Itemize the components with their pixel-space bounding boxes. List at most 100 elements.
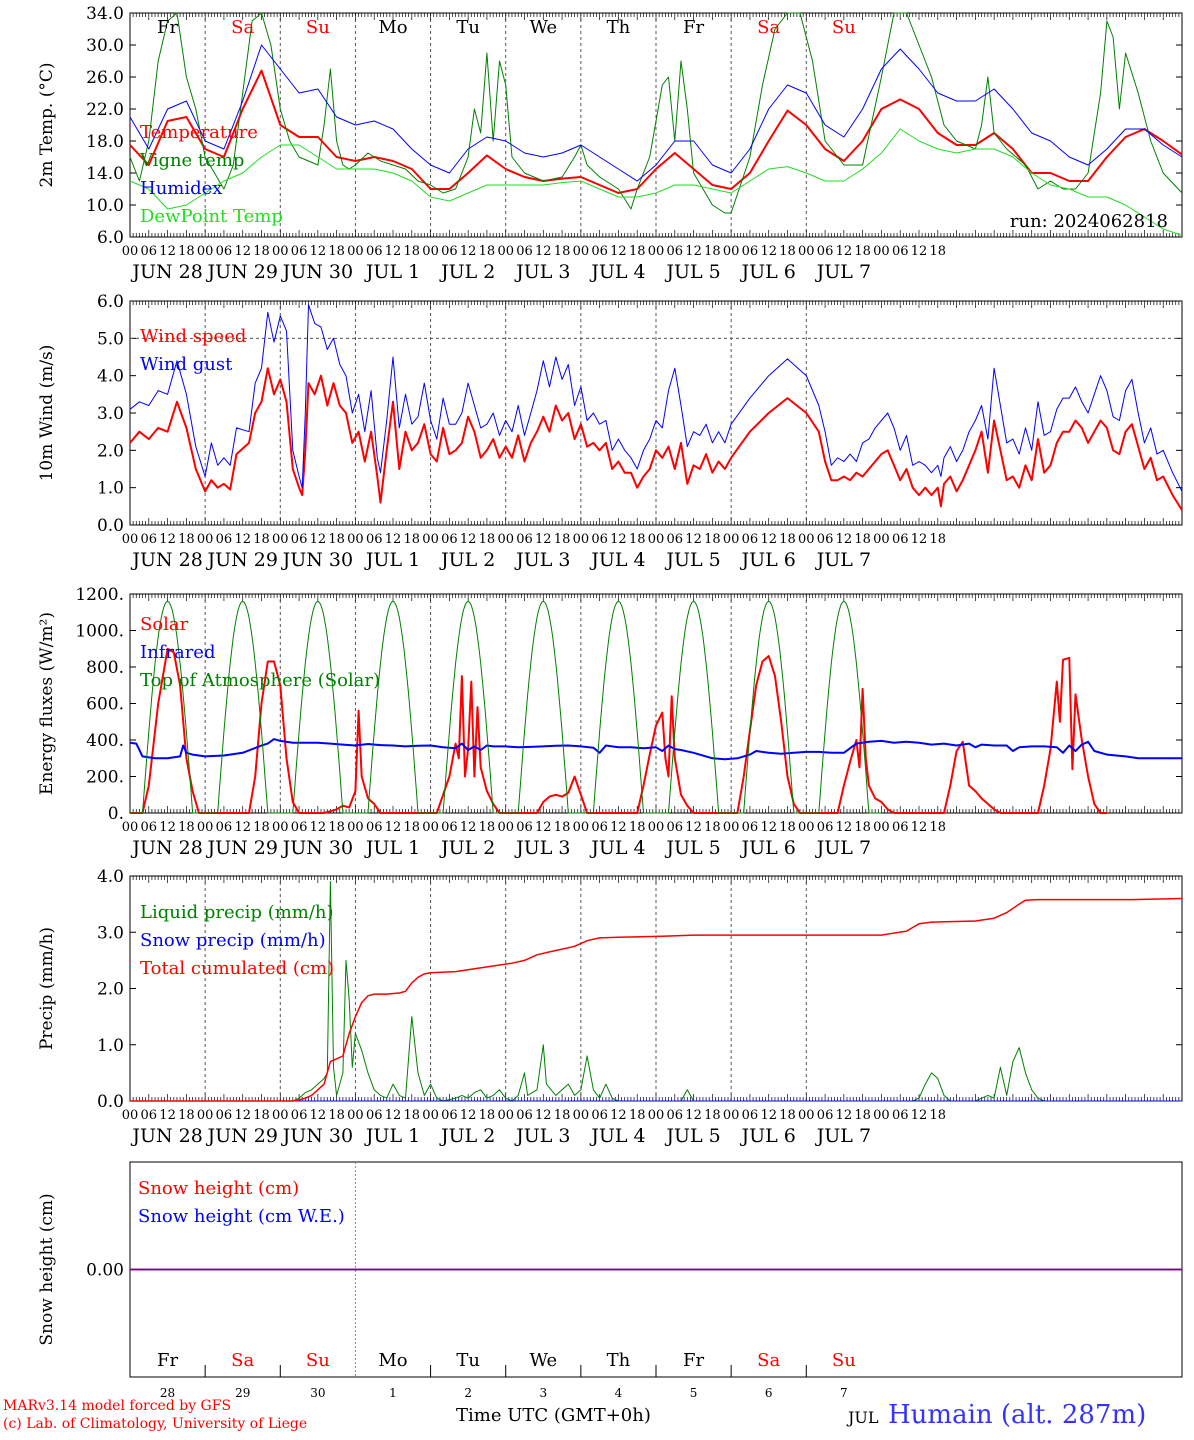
hour-tick-label: 12 — [610, 244, 627, 259]
date-label: JUL 2 — [439, 1125, 495, 1147]
date-label: JUL 6 — [740, 1125, 796, 1147]
y-tick-label: 4.0 — [97, 367, 124, 387]
hour-tick-label: 12 — [911, 820, 928, 835]
hour-tick-label: 12 — [234, 820, 251, 835]
hour-tick-label: 06 — [291, 532, 308, 547]
hour-tick-label: 18 — [253, 1108, 270, 1123]
y-tick-label: 26.0 — [86, 68, 124, 88]
date-label: JUN 28 — [130, 549, 202, 571]
hour-tick-label: 12 — [911, 244, 928, 259]
panel-1: 6.0 10.0 14.0 18.0 22.0 26.0 30.0 34.0 2m Temp. … — [37, 4, 1183, 283]
weekday-label: Mo — [378, 17, 407, 38]
y-tick-label: 3.0 — [97, 923, 124, 943]
series-solar — [130, 647, 1107, 814]
legend-entry: Wind gust — [140, 354, 233, 375]
snow-weekday-label: Fr — [157, 1350, 178, 1371]
hour-tick-label: 12 — [310, 532, 327, 547]
hour-tick-label: 00 — [873, 1108, 890, 1123]
day-number-label: 1 — [389, 1386, 397, 1400]
weekday-label: Fr — [683, 17, 704, 38]
hour-tick-label: 00 — [497, 244, 514, 259]
day-number-label: 5 — [690, 1386, 698, 1400]
hour-tick-label: 06 — [742, 1108, 759, 1123]
date-label: JUL 2 — [439, 549, 495, 571]
hour-tick-label: 12 — [760, 244, 777, 259]
hour-tick-label: 00 — [197, 244, 214, 259]
date-label: JUL 6 — [740, 549, 796, 571]
hour-tick-label: 00 — [873, 820, 890, 835]
hour-tick-label: 12 — [535, 1108, 552, 1123]
hour-tick-label: 06 — [366, 244, 383, 259]
legend-entry: Snow precip (mm/h) — [140, 930, 326, 951]
hour-tick-label: 00 — [573, 532, 590, 547]
hour-tick-label: 06 — [516, 1108, 533, 1123]
series-vigne-temp — [129, 12, 1183, 214]
hour-tick-label: 12 — [385, 820, 402, 835]
date-label: JUL 6 — [740, 837, 796, 859]
date-label: JUL 2 — [439, 837, 495, 859]
snow-weekday-label: Sa — [757, 1350, 780, 1371]
date-label: JUL 4 — [589, 549, 645, 571]
hour-tick-label: 00 — [648, 532, 665, 547]
day-number-label: 28 — [160, 1386, 175, 1400]
hour-tick-label: 06 — [892, 1108, 909, 1123]
hour-tick-label: 00 — [422, 1108, 439, 1123]
date-label: JUN 29 — [205, 837, 277, 859]
date-label: JUN 30 — [281, 261, 353, 283]
hour-tick-label: 00 — [197, 532, 214, 547]
model-credit: MARv3.14 model forced by GFS (c) Lab. of… — [3, 1397, 307, 1433]
hour-tick-label: 06 — [667, 244, 684, 259]
hour-tick-label: 18 — [178, 1108, 195, 1123]
hour-tick-label: 18 — [854, 532, 871, 547]
hour-tick-label: 12 — [760, 532, 777, 547]
credit-line-2: (c) Lab. of Climatology, University of L… — [3, 1416, 308, 1432]
legend-entry: Liquid precip (mm/h) — [140, 902, 334, 923]
hour-tick-label: 00 — [798, 820, 815, 835]
hour-tick-label: 00 — [122, 244, 139, 259]
hour-tick-label: 00 — [422, 820, 439, 835]
date-label: JUL 5 — [664, 549, 720, 571]
y-tick-label: 18.0 — [86, 132, 124, 152]
series-top-of-atmosphere-solar- — [130, 600, 882, 814]
hour-tick-label: 06 — [817, 1108, 834, 1123]
run-label: run: 2024062818 — [1010, 211, 1168, 232]
hour-tick-label: 12 — [460, 244, 477, 259]
hour-tick-label: 00 — [272, 820, 289, 835]
legend-entry: Snow height (cm) — [138, 1178, 299, 1199]
hour-tick-label: 18 — [178, 532, 195, 547]
weekday-label: Th — [607, 17, 631, 38]
date-label: JUL 5 — [664, 261, 720, 283]
hour-tick-label: 18 — [404, 244, 421, 259]
hour-tick-label: 00 — [573, 244, 590, 259]
hour-tick-label: 00 — [422, 532, 439, 547]
day-number-label: 29 — [235, 1386, 250, 1400]
snow-weekday-label: Su — [306, 1350, 330, 1371]
y-tick-label: 5.0 — [97, 329, 124, 349]
hour-tick-label: 12 — [760, 820, 777, 835]
hour-tick-label: 06 — [216, 820, 233, 835]
hour-tick-label: 18 — [554, 820, 571, 835]
hour-tick-label: 18 — [629, 244, 646, 259]
y-axis-label: Snow height (cm) — [37, 1193, 57, 1345]
series-dewpoint-temp — [129, 128, 1183, 236]
hour-tick-label: 18 — [178, 244, 195, 259]
panel-frame — [129, 12, 1183, 238]
hour-tick-label: 18 — [704, 244, 721, 259]
day-number-label: 7 — [840, 1386, 848, 1400]
legend-entry: Infrared — [140, 642, 215, 663]
hour-tick-label: 18 — [779, 1108, 796, 1123]
date-label: JUN 28 — [130, 837, 202, 859]
hour-tick-label: 00 — [798, 1108, 815, 1123]
hour-tick-label: 12 — [535, 820, 552, 835]
hour-tick-label: 00 — [573, 1108, 590, 1123]
y-tick-label: 0.00 — [86, 1261, 124, 1281]
hour-tick-label: 06 — [742, 532, 759, 547]
y-tick-label: 400. — [86, 731, 124, 751]
panel-4: 0.0 1.0 2.0 3.0 4.0 Precip (mm/h) Liquid preci… — [37, 867, 1183, 1147]
y-tick-label: 600. — [86, 695, 124, 715]
hour-tick-label: 18 — [854, 244, 871, 259]
hour-tick-label: 06 — [366, 1108, 383, 1123]
hour-tick-label: 12 — [836, 244, 853, 259]
hour-tick-label: 06 — [817, 820, 834, 835]
y-tick-label: 800. — [86, 658, 124, 678]
